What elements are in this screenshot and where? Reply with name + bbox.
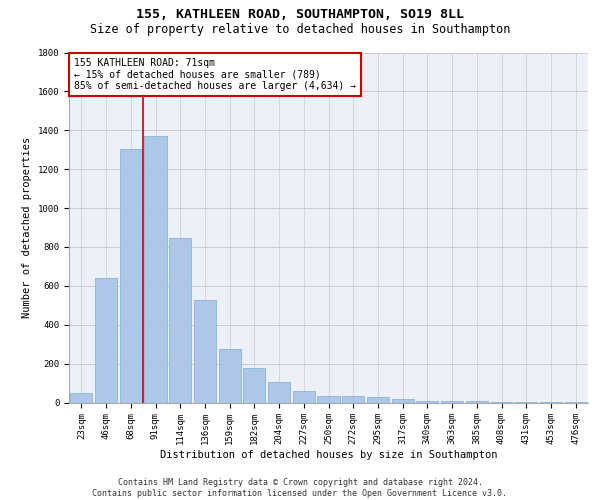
Bar (293, 391, 315, 402)
Bar (416, 400, 439, 402)
Bar (392, 398, 414, 402)
Bar (145, 136, 167, 402)
Bar (268, 382, 290, 402)
Bar (194, 300, 216, 402)
Bar (466, 400, 488, 402)
Bar (441, 400, 463, 402)
Text: 155, KATHLEEN ROAD, SOUTHAMPTON, SO19 8LL: 155, KATHLEEN ROAD, SOUTHAMPTON, SO19 8L… (136, 8, 464, 20)
Bar (317, 396, 340, 402)
Text: 155 KATHLEEN ROAD: 71sqm
← 15% of detached houses are smaller (789)
85% of semi-: 155 KATHLEEN ROAD: 71sqm ← 15% of detach… (74, 58, 356, 91)
Bar (70, 393, 92, 402)
Bar (169, 238, 191, 402)
Y-axis label: Number of detached properties: Number of detached properties (22, 137, 32, 318)
X-axis label: Distribution of detached houses by size in Southampton: Distribution of detached houses by size … (160, 450, 497, 460)
Text: Contains HM Land Registry data © Crown copyright and database right 2024.
Contai: Contains HM Land Registry data © Crown c… (92, 478, 508, 498)
Bar (243, 368, 265, 402)
Bar (342, 396, 364, 402)
Text: Size of property relative to detached houses in Southampton: Size of property relative to detached ho… (90, 22, 510, 36)
Bar (95, 278, 117, 402)
Bar (119, 149, 142, 403)
Bar (367, 397, 389, 402)
Bar (218, 349, 241, 403)
